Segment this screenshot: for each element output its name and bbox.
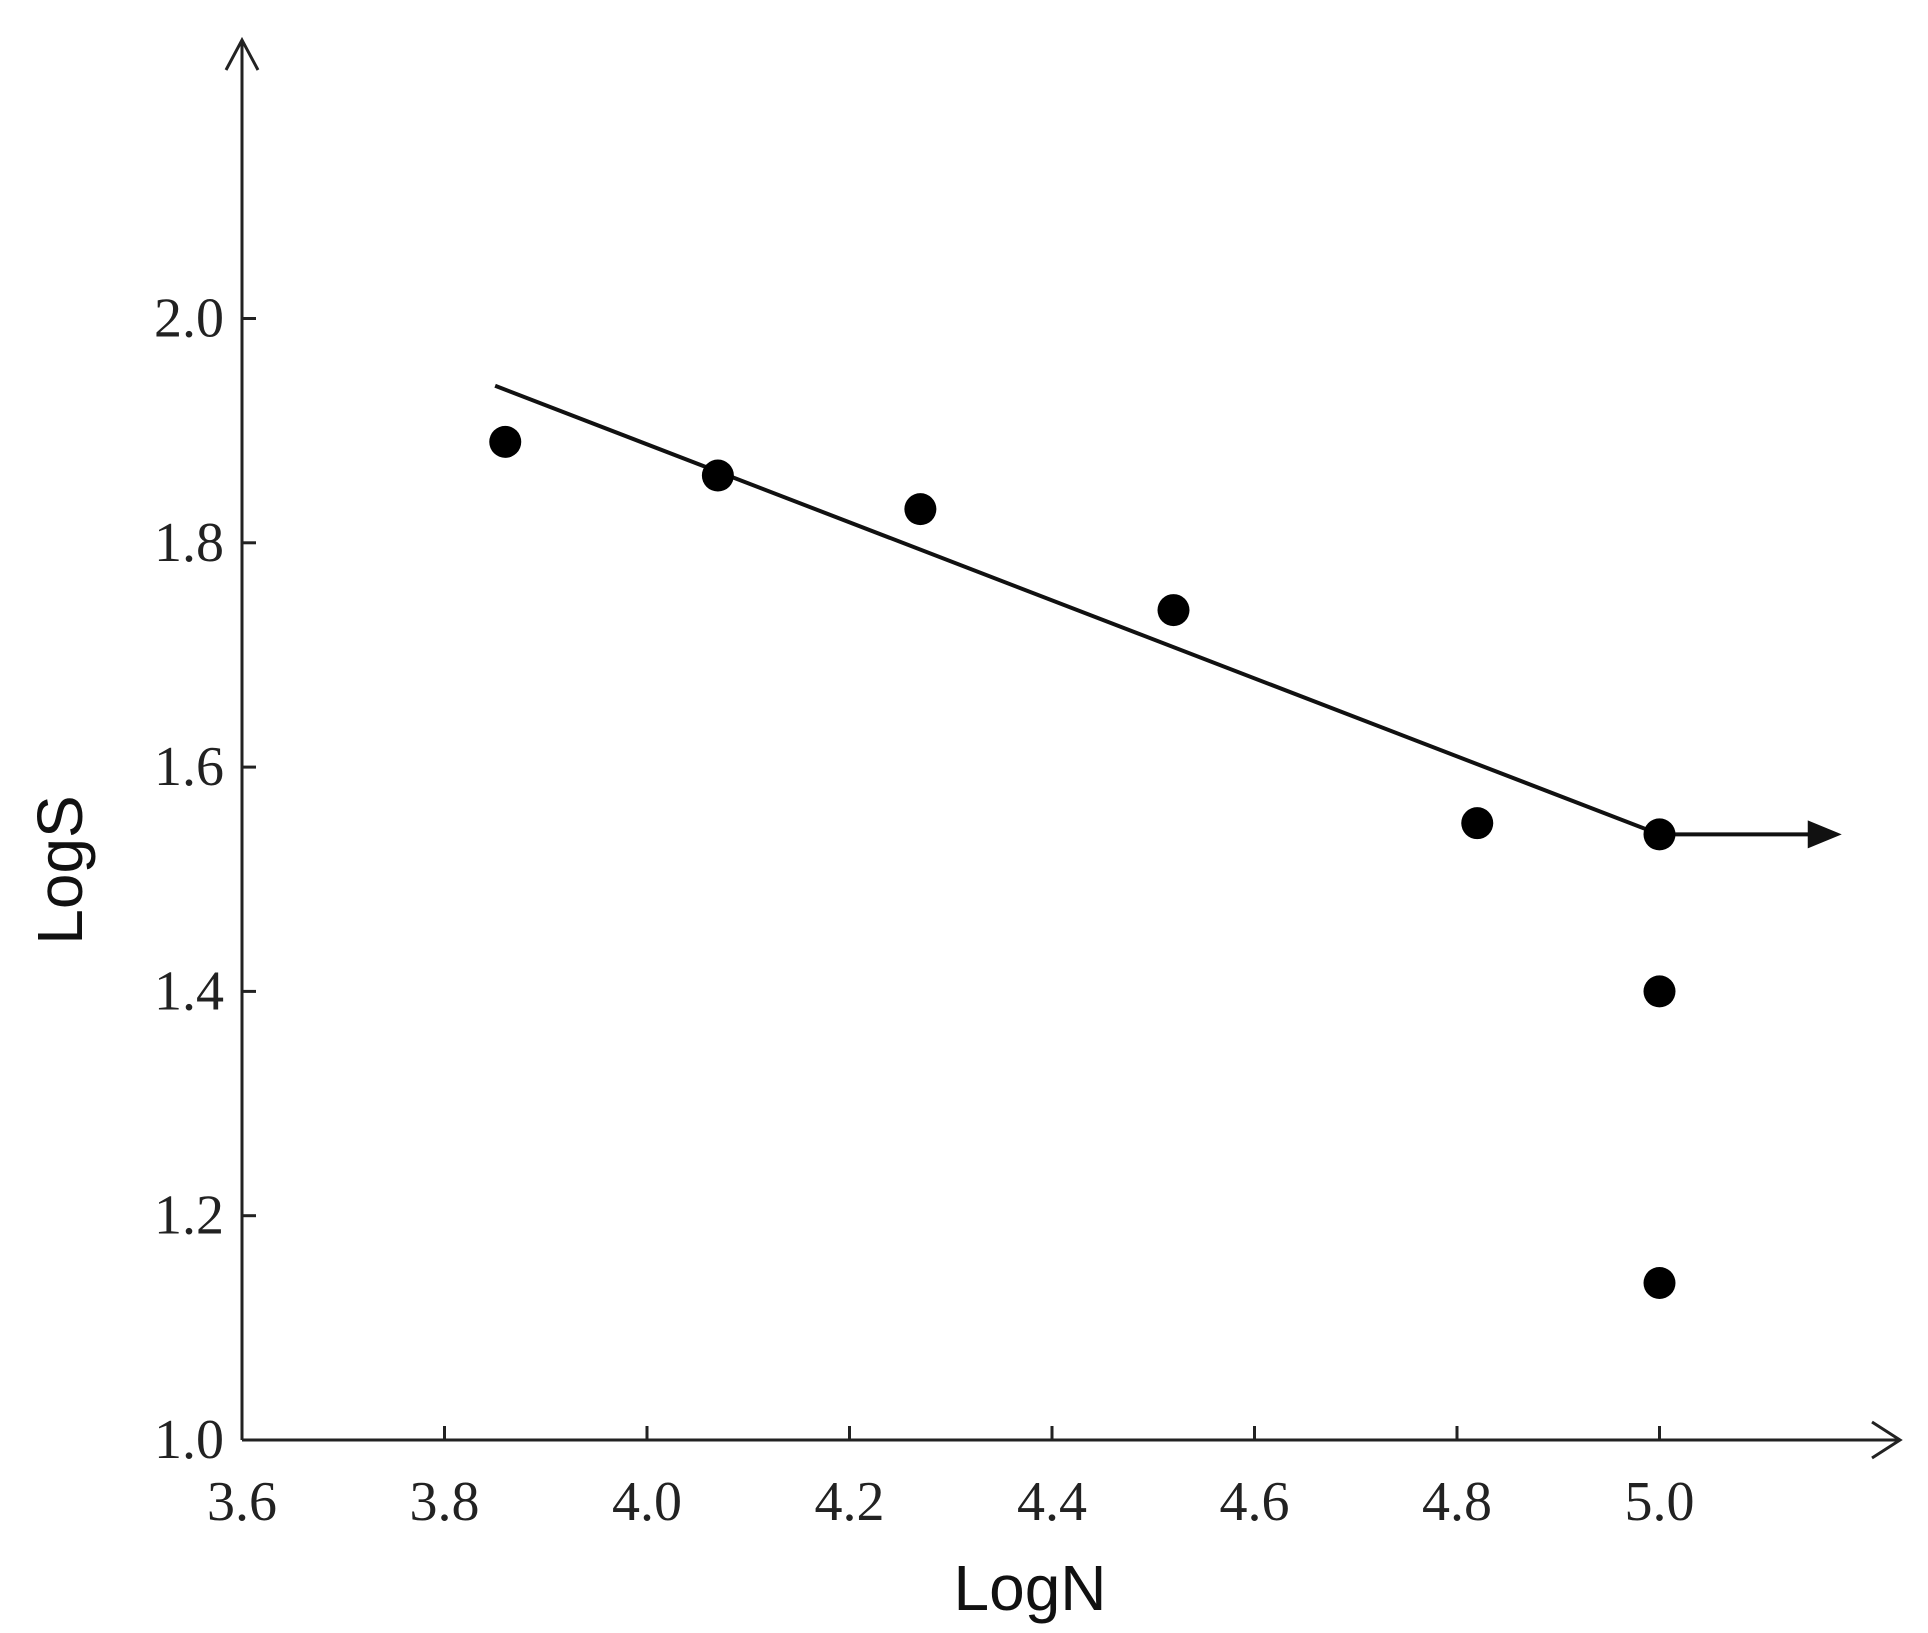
x-tick-label: 4.2	[815, 1471, 885, 1533]
y-tick-label: 1.6	[154, 736, 224, 798]
data-point	[904, 493, 937, 526]
y-tick-label: 1.8	[154, 512, 224, 574]
y-axis-arrowhead	[224, 36, 260, 71]
x-axis-title: LogN	[954, 1552, 1107, 1624]
axis-labels: LogN LogS 3.6 3.8 4.0 4.2 4.4 4.6 4.8 5.0 1.0 1.2…	[24, 288, 1695, 1625]
x-tick-label: 4.8	[1422, 1471, 1492, 1533]
x-tick-label: 5.0	[1625, 1471, 1695, 1533]
axes	[224, 36, 1903, 1460]
x-axis-arrowhead	[1871, 1420, 1903, 1460]
data-point	[1461, 807, 1494, 840]
data-point	[1643, 975, 1676, 1008]
data-point	[1643, 1266, 1676, 1299]
trend-line	[494, 383, 1661, 837]
data-points	[489, 425, 1676, 1299]
x-tick-label: 3.6	[207, 1471, 277, 1533]
runout-arrow-head	[1807, 820, 1842, 849]
x-tick-label: 4.4	[1017, 1471, 1087, 1533]
data-point	[701, 459, 734, 492]
data-point	[1643, 818, 1676, 851]
tick-marks	[240, 317, 1661, 1442]
y-tick-label: 1.0	[154, 1409, 224, 1471]
data-point	[1157, 594, 1190, 627]
y-axis-title: LogS	[24, 795, 96, 944]
x-tick-label: 4.6	[1220, 1471, 1290, 1533]
y-tick-label: 1.4	[154, 960, 224, 1022]
trend-layer	[494, 383, 1842, 849]
y-tick-label: 2.0	[154, 288, 224, 350]
data-point	[489, 425, 522, 458]
y-tick-label: 1.2	[154, 1185, 224, 1247]
x-tick-label: 3.8	[410, 1471, 480, 1533]
x-tick-label: 4.0	[612, 1471, 682, 1533]
